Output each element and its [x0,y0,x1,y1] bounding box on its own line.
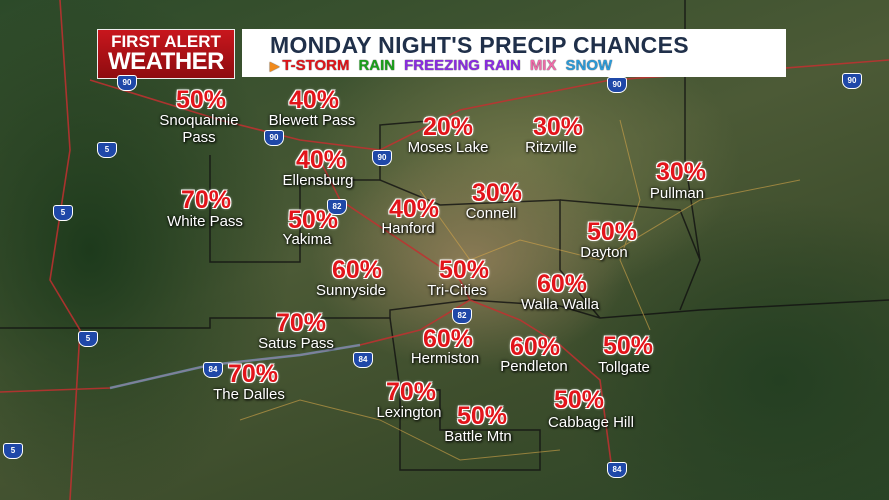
location-name: Yakima [282,231,332,248]
location-name: Snoqualmie Pass [159,112,239,146]
location-name: Connell [465,205,517,222]
highway-shield: 5 [53,205,73,221]
precip-chance: 50% [175,86,227,114]
precip-chance: 40% [388,195,440,223]
location-name: Battle Mtn [444,428,512,445]
location-name: Pullman [649,185,705,202]
precip-chance: 40% [295,146,347,174]
highway-shield: 5 [3,443,23,459]
precip-chance: 20% [422,113,474,141]
highway-shield: 90 [842,73,862,89]
location-name: Lexington [376,404,442,421]
logo-line2: WEATHER [107,48,225,75]
precip-chance: 60% [422,325,474,353]
location-name: Walla Walla [520,296,600,313]
precip-chance: 30% [655,158,707,186]
location-name: Ellensburg [282,172,354,189]
highway-shield: 84 [203,362,223,378]
legend-item: SNOW [565,57,613,74]
precip-chance: 50% [553,386,605,414]
highway-shield: 82 [452,308,472,324]
title: MONDAY NIGHT'S PRECIP CHANCES [270,32,689,58]
precip-chance: 70% [275,309,327,337]
precip-chance: 70% [227,360,279,388]
legend: ▶ T-STORM RAIN FREEZING RAIN MIX SNOW [270,57,621,74]
location-name: Cabbage Hill [548,414,634,431]
legend-marker: ▶ [270,59,280,73]
logo: FIRST ALERT WEATHER [97,29,235,79]
location-name: Dayton [580,244,628,261]
highway-shield: 90 [372,150,392,166]
location-name: Moses Lake [407,139,489,156]
precip-chance: 60% [536,270,588,298]
highway-shield: 90 [264,130,284,146]
highway-shield: 82 [327,199,347,215]
logo-line1: FIRST ALERT [111,32,221,51]
precip-chance: 30% [471,179,523,207]
location-name: White Pass [167,213,243,230]
precip-chance: 40% [288,86,340,114]
highway-shield: 90 [607,77,627,93]
location-name: Satus Pass [258,335,334,352]
highway-shield: 5 [97,142,117,158]
legend-item: RAIN [358,57,396,74]
legend-item: T-STORM [282,57,350,74]
location-name: Tri-Cities [427,282,487,299]
precip-chance: 50% [438,256,490,284]
precip-chance: 60% [331,256,383,284]
precip-chance: 70% [385,378,437,406]
precip-chance: 50% [456,402,508,430]
precip-chance: 50% [602,332,654,360]
highway-shield: 84 [607,462,627,478]
legend-item: MIX [529,57,557,74]
precip-chance: 50% [586,218,638,246]
highway-shield: 5 [78,331,98,347]
highway-shield: 90 [117,75,137,91]
location-name: The Dalles [213,386,285,403]
location-name: Tollgate [598,359,650,376]
precip-chance: 30% [532,113,584,141]
location-name: Blewett Pass [268,112,356,129]
location-name: Hermiston [410,350,480,367]
location-name: Hanford [381,220,435,237]
highway-shield: 84 [353,352,373,368]
title-banner: MONDAY NIGHT'S PRECIP CHANCES ▶ T-STORM RA… [242,29,786,77]
legend-item: FREEZING RAIN [404,57,521,74]
location-name: Pendleton [500,358,568,375]
location-name: Sunnyside [315,282,387,299]
location-name: Ritzville [525,139,577,156]
precip-chance: 60% [509,333,561,361]
precip-chance: 70% [180,186,232,214]
